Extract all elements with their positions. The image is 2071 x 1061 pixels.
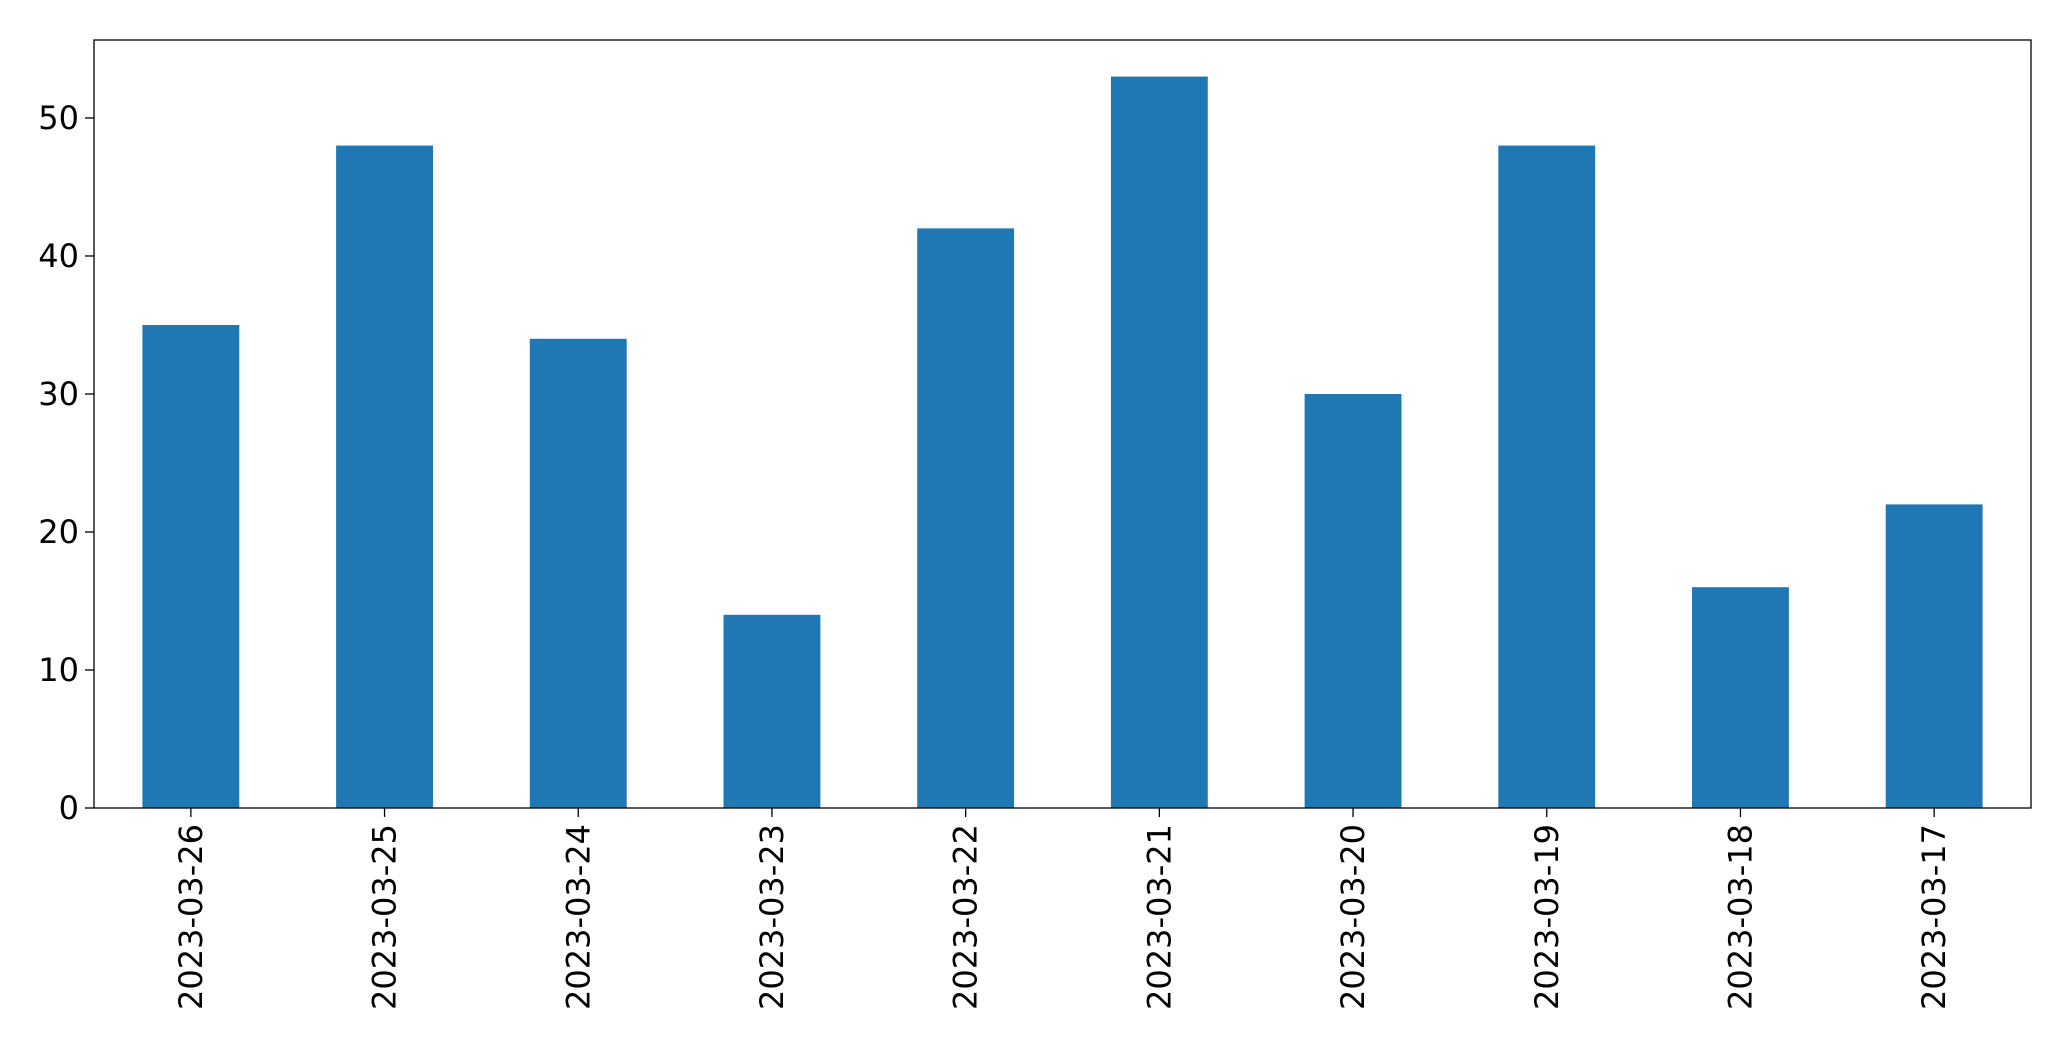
bar xyxy=(723,614,821,808)
bar xyxy=(1498,145,1596,809)
bar xyxy=(1304,393,1402,808)
x-tick-label: 2023-03-25 xyxy=(366,824,404,1010)
bar xyxy=(142,324,240,808)
x-tick-label: 2023-03-17 xyxy=(1915,824,1953,1010)
bar xyxy=(1692,587,1789,808)
x-tick-label: 2023-03-24 xyxy=(559,824,597,1010)
y-tick-label: 30 xyxy=(38,375,79,413)
y-tick-label: 20 xyxy=(38,513,79,551)
x-tick-label: 2023-03-18 xyxy=(1721,824,1759,1010)
y-tick-label: 50 xyxy=(38,99,79,137)
y-tick-label: 0 xyxy=(59,789,79,827)
x-tick-label: 2023-03-23 xyxy=(753,824,791,1010)
bar xyxy=(1110,76,1208,809)
x-tick-label: 2023-03-20 xyxy=(1334,824,1372,1010)
x-tick-label: 2023-03-26 xyxy=(172,824,210,1010)
x-tick-label: 2023-03-22 xyxy=(947,824,985,1010)
y-tick-label: 10 xyxy=(38,651,79,689)
x-tick-label: 2023-03-19 xyxy=(1528,824,1566,1010)
bar xyxy=(917,228,1015,808)
bar xyxy=(529,338,627,808)
bar xyxy=(1885,504,1983,808)
bar xyxy=(336,145,433,809)
plot-frame xyxy=(93,39,2032,809)
y-tick-label: 40 xyxy=(38,237,79,275)
x-tick-label: 2023-03-21 xyxy=(1140,824,1178,1010)
